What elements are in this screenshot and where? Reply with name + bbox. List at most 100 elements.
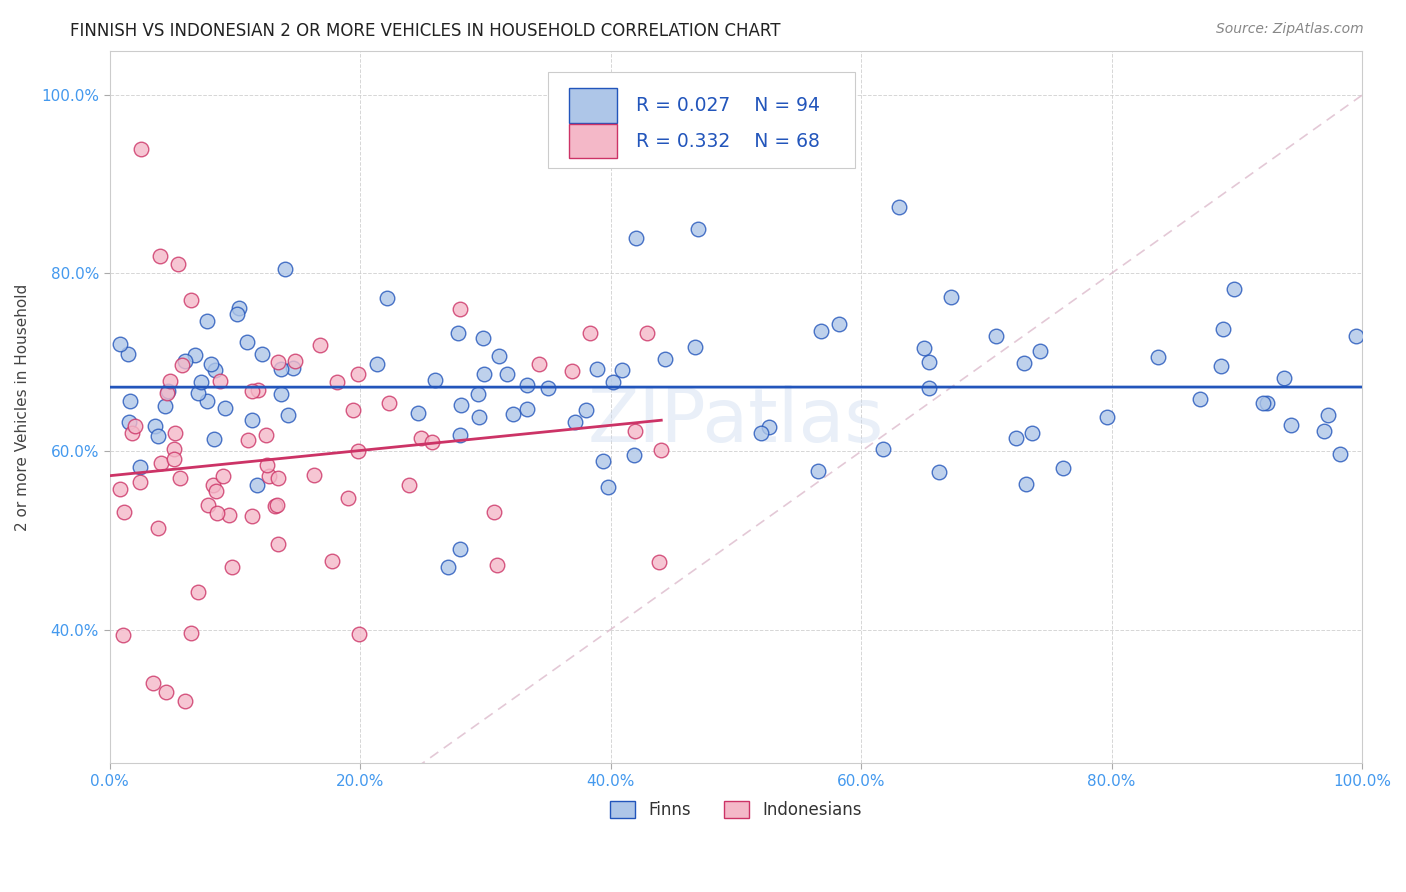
Point [167, 257, 190, 271]
Point [623, 448, 645, 462]
Point [202, 478, 225, 492]
Point [165, 426, 187, 441]
Point [266, 498, 288, 512]
Point [337, 491, 360, 505]
Point [146, 429, 169, 443]
Point [173, 694, 195, 708]
Point [159, 374, 181, 388]
Point [1316, 409, 1339, 423]
Point [912, 341, 935, 355]
Point [482, 505, 505, 519]
Text: R = 0.332    N = 68: R = 0.332 N = 68 [636, 132, 820, 151]
Point [155, 685, 177, 699]
Point [326, 375, 349, 389]
Point [170, 359, 193, 373]
Point [349, 626, 371, 640]
Point [238, 433, 260, 447]
Point [436, 560, 458, 574]
Text: Source: ZipAtlas.com: Source: ZipAtlas.com [1216, 22, 1364, 37]
Point [246, 478, 269, 492]
Point [1029, 344, 1052, 359]
Point [263, 499, 285, 513]
Point [256, 458, 278, 472]
Point [277, 408, 299, 422]
Point [129, 460, 152, 475]
Point [749, 425, 772, 440]
Point [602, 376, 624, 390]
FancyBboxPatch shape [569, 124, 617, 158]
Point [250, 347, 273, 361]
Point [205, 506, 228, 520]
Y-axis label: 2 or more Vehicles in Household: 2 or more Vehicles in Household [15, 284, 30, 531]
Point [180, 626, 202, 640]
Point [155, 386, 177, 401]
Point [121, 425, 143, 440]
Point [683, 340, 706, 354]
Point [169, 471, 191, 485]
Point [495, 367, 517, 381]
Point [1012, 356, 1035, 370]
Point [409, 431, 432, 445]
Point [650, 442, 672, 457]
Point [146, 521, 169, 535]
Point [149, 457, 172, 471]
Point [302, 468, 325, 483]
Point [378, 396, 401, 410]
Point [918, 381, 941, 395]
Point [204, 363, 226, 377]
FancyBboxPatch shape [569, 88, 617, 122]
Point [270, 387, 292, 401]
Point [1272, 371, 1295, 385]
Point [226, 307, 249, 321]
Point [153, 399, 176, 413]
Point [612, 363, 634, 377]
Point [190, 375, 212, 389]
Point [624, 424, 647, 438]
Point [1189, 392, 1212, 406]
Point [366, 357, 388, 371]
Point [202, 433, 225, 447]
Point [149, 248, 172, 262]
Point [578, 326, 600, 340]
Point [180, 293, 202, 307]
Point [1344, 328, 1367, 343]
Point [266, 355, 288, 369]
Point [928, 465, 950, 479]
Point [1021, 425, 1043, 440]
Point [449, 427, 471, 442]
Point [1052, 461, 1074, 475]
Point [585, 362, 607, 376]
Point [561, 364, 583, 378]
Point [240, 384, 263, 398]
Point [214, 401, 236, 416]
Point [308, 337, 330, 351]
Point [236, 335, 259, 350]
Point [468, 410, 491, 425]
Point [240, 509, 263, 524]
Point [872, 442, 894, 456]
Point [1223, 282, 1246, 296]
Point [918, 355, 941, 369]
Point [574, 403, 596, 417]
Point [174, 354, 197, 368]
Point [887, 200, 910, 214]
Point [1005, 431, 1028, 445]
Point [1212, 322, 1234, 336]
Point [420, 435, 443, 450]
Point [117, 347, 139, 361]
Point [187, 386, 209, 401]
Point [221, 559, 243, 574]
Point [129, 142, 152, 156]
Point [257, 469, 280, 483]
Point [108, 482, 131, 496]
Point [1256, 395, 1278, 409]
Point [624, 230, 647, 244]
Point [647, 555, 669, 569]
Point [598, 480, 620, 494]
Point [111, 628, 134, 642]
Point [984, 329, 1007, 343]
Point [184, 348, 207, 362]
Point [162, 452, 184, 467]
Point [449, 301, 471, 316]
Point [195, 393, 218, 408]
